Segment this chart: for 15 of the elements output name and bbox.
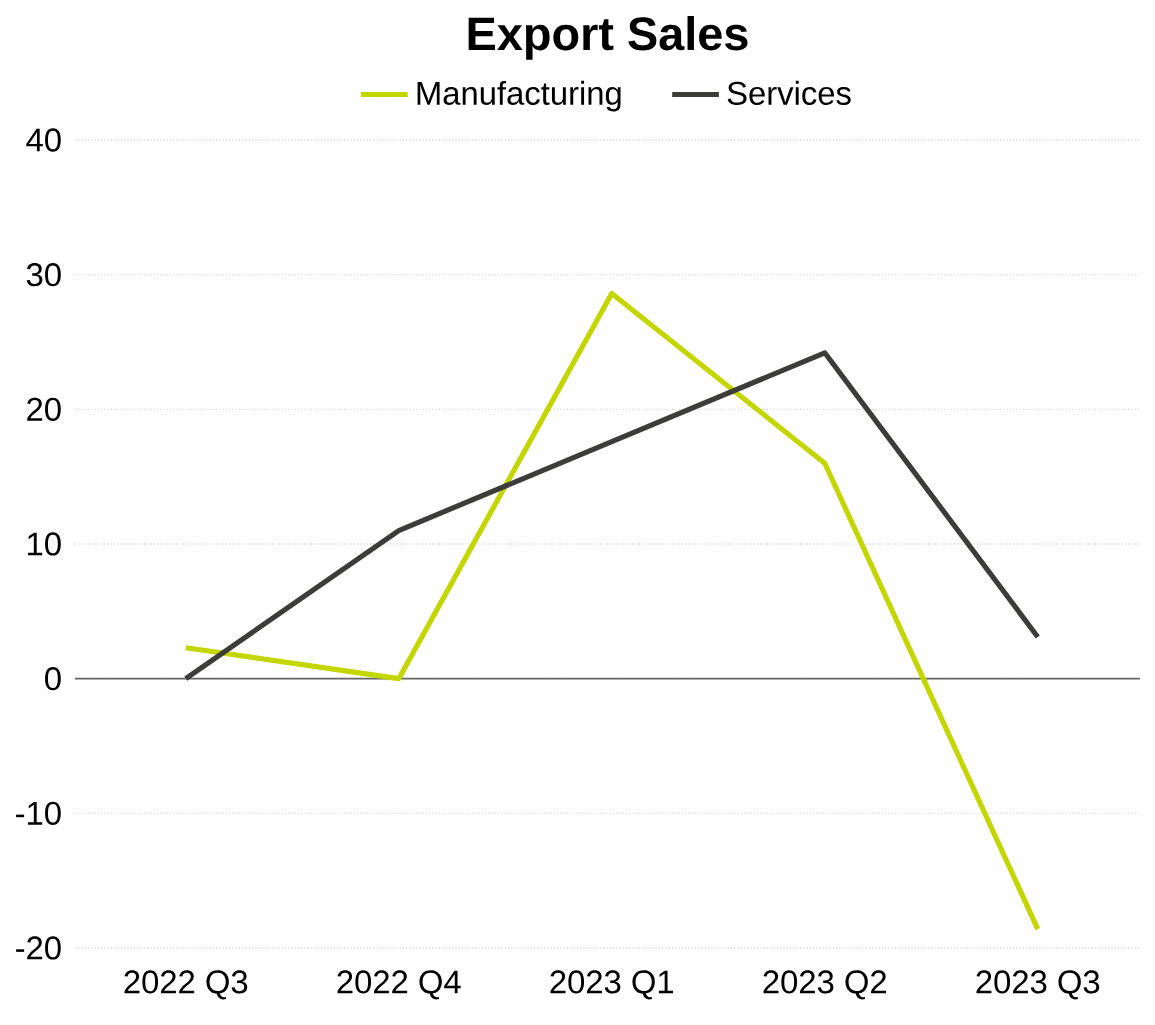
y-tick-label: 30 (26, 263, 61, 287)
legend-label: Services (727, 80, 851, 105)
x-tick-label: 2023 Q2 (763, 970, 887, 1000)
y-tick-label: 10 (28, 532, 61, 556)
x-tick-label: 2023 Q1 (550, 970, 674, 1000)
x-tick-label: 2022 Q4 (337, 970, 461, 1000)
x-tick-label: 2022 Q3 (124, 970, 248, 1000)
y-tick-label: 40 (26, 128, 61, 152)
y-tick-label: 0 (45, 667, 61, 691)
y-tick-label: -10 (16, 801, 61, 825)
y-tick-label: 20 (27, 397, 61, 421)
legend-label: Manufacturing (417, 80, 621, 112)
chart-title: Export Sales (468, 15, 748, 60)
y-tick-label: -20 (16, 936, 61, 960)
x-tick-label: 2023 Q3 (976, 970, 1100, 1000)
